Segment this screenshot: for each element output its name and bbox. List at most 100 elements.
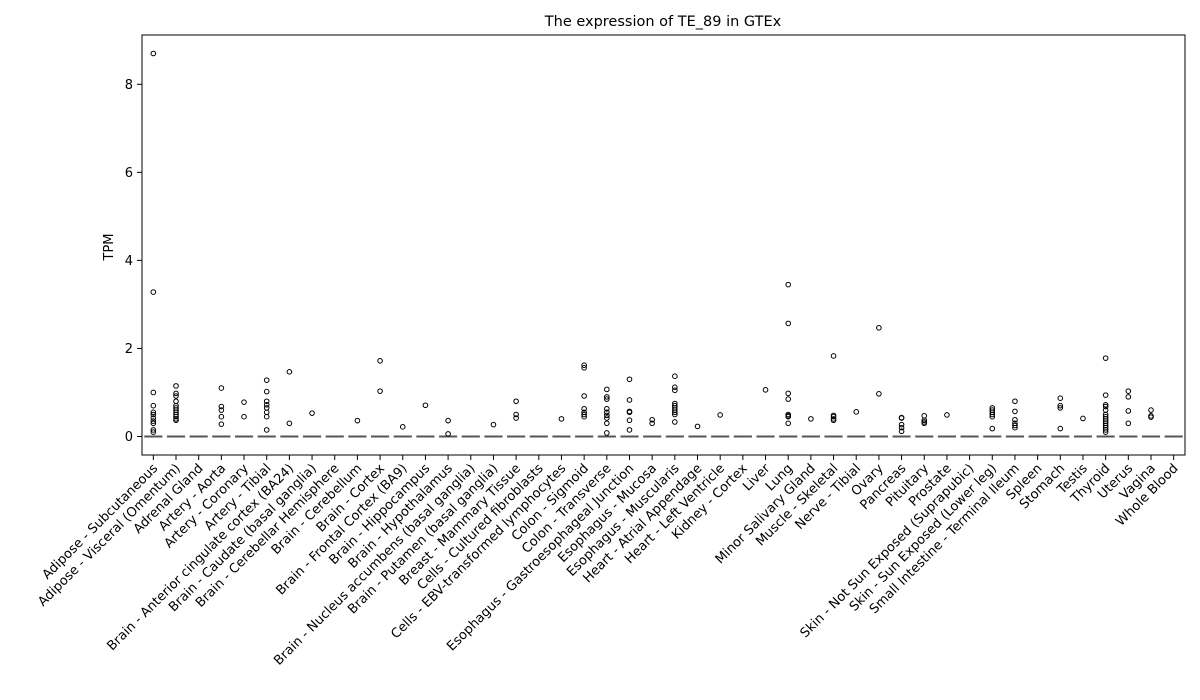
outlier-point (173, 390, 179, 397)
plot-area-frame (141, 34, 1186, 456)
outlier-point (830, 353, 837, 359)
outlier-point (1012, 424, 1018, 431)
outlier-point (1102, 429, 1109, 435)
outlier-point (1125, 394, 1132, 400)
outlier-point (1102, 355, 1109, 361)
outlier-point (604, 396, 610, 402)
outlier-point (1125, 388, 1132, 394)
outlier-point (785, 396, 792, 402)
outlier-point (604, 430, 610, 436)
outlier-point (1102, 403, 1109, 410)
outlier-point (626, 376, 633, 383)
outlier-point (1080, 415, 1086, 422)
outlier-point (173, 383, 179, 389)
outlier-point (989, 425, 996, 432)
outlier-point (1148, 407, 1154, 413)
outlier-point (263, 402, 270, 408)
outlier-point (876, 324, 882, 331)
outlier-point (1012, 422, 1018, 429)
outlier-point (150, 289, 157, 295)
outlier-point (1125, 408, 1132, 414)
outlier-point (785, 413, 792, 420)
outlier-point (399, 424, 406, 430)
outlier-point (581, 362, 587, 368)
outlier-point (1057, 405, 1064, 411)
outlier-point (626, 417, 633, 424)
outlier-points (150, 50, 1154, 437)
outlier-point (445, 417, 451, 424)
outlier-point (150, 429, 157, 435)
outlier-point (286, 368, 293, 375)
outlier-point (876, 391, 882, 397)
outlier-point (581, 413, 587, 420)
outlier-point (989, 413, 996, 420)
outlier-point (513, 415, 519, 421)
outlier-point (604, 415, 610, 421)
y-tick-label: 4 (125, 254, 133, 269)
outlier-point (921, 417, 928, 424)
outlier-point (513, 398, 519, 405)
outlier-point (717, 412, 723, 418)
outlier-point (513, 411, 519, 418)
y-tick-label: 2 (125, 342, 133, 357)
outlier-point (263, 377, 270, 383)
outlier-point (1012, 398, 1018, 405)
y-axis: 0 2 4 6 8 (125, 78, 142, 445)
outlier-point (785, 281, 792, 288)
outlier-point (263, 398, 270, 405)
outlier-point (150, 418, 157, 424)
outlier-point (626, 427, 633, 433)
outlier-point (1125, 420, 1132, 427)
outlier-point (604, 412, 610, 419)
y-tick-label: 6 (125, 166, 133, 181)
outlier-point (581, 365, 587, 371)
outlier-point (218, 403, 225, 410)
outlier-point (604, 420, 610, 427)
outlier-point (898, 421, 905, 428)
outlier-point (286, 420, 293, 427)
outlier-point (672, 409, 678, 416)
y-tick-label: 0 (125, 430, 133, 445)
outlier-point (672, 419, 678, 425)
outlier-point (1148, 414, 1154, 420)
outlier-point (1057, 395, 1064, 402)
outlier-point (218, 421, 225, 427)
outlier-point (1057, 402, 1064, 409)
outlier-point (672, 384, 678, 391)
outlier-point (785, 320, 792, 327)
outlier-point (377, 388, 383, 394)
outlier-point (173, 417, 179, 424)
outlier-point (1102, 427, 1109, 433)
outlier-point (377, 357, 383, 364)
outlier-point (604, 386, 610, 393)
chart-title: The expression of TE_89 in GTEx (544, 14, 782, 30)
outlier-point (604, 394, 610, 400)
outlier-point (1012, 408, 1018, 415)
outlier-point (762, 387, 769, 393)
outlier-point (150, 420, 157, 427)
outlier-point (241, 413, 247, 420)
outlier-point (626, 397, 633, 403)
outlier-point (581, 393, 587, 399)
outlier-point (581, 405, 587, 412)
outlier-point (785, 390, 792, 397)
outlier-point (1012, 416, 1018, 423)
outlier-point (785, 420, 792, 427)
outlier-point (309, 410, 315, 416)
outlier-point (445, 431, 451, 437)
outlier-point (898, 415, 905, 421)
outlier-point (150, 389, 157, 396)
outlier-point (808, 416, 814, 422)
outlier-point (241, 399, 247, 405)
outlier-point (649, 416, 655, 423)
outlier-point (150, 409, 157, 416)
outlier-point (830, 413, 837, 420)
outlier-point (604, 409, 610, 416)
outlier-point (1102, 402, 1109, 408)
outlier-point (218, 413, 225, 420)
outlier-point (263, 388, 270, 395)
outlier-point (1102, 392, 1109, 398)
outlier-point (263, 427, 270, 433)
